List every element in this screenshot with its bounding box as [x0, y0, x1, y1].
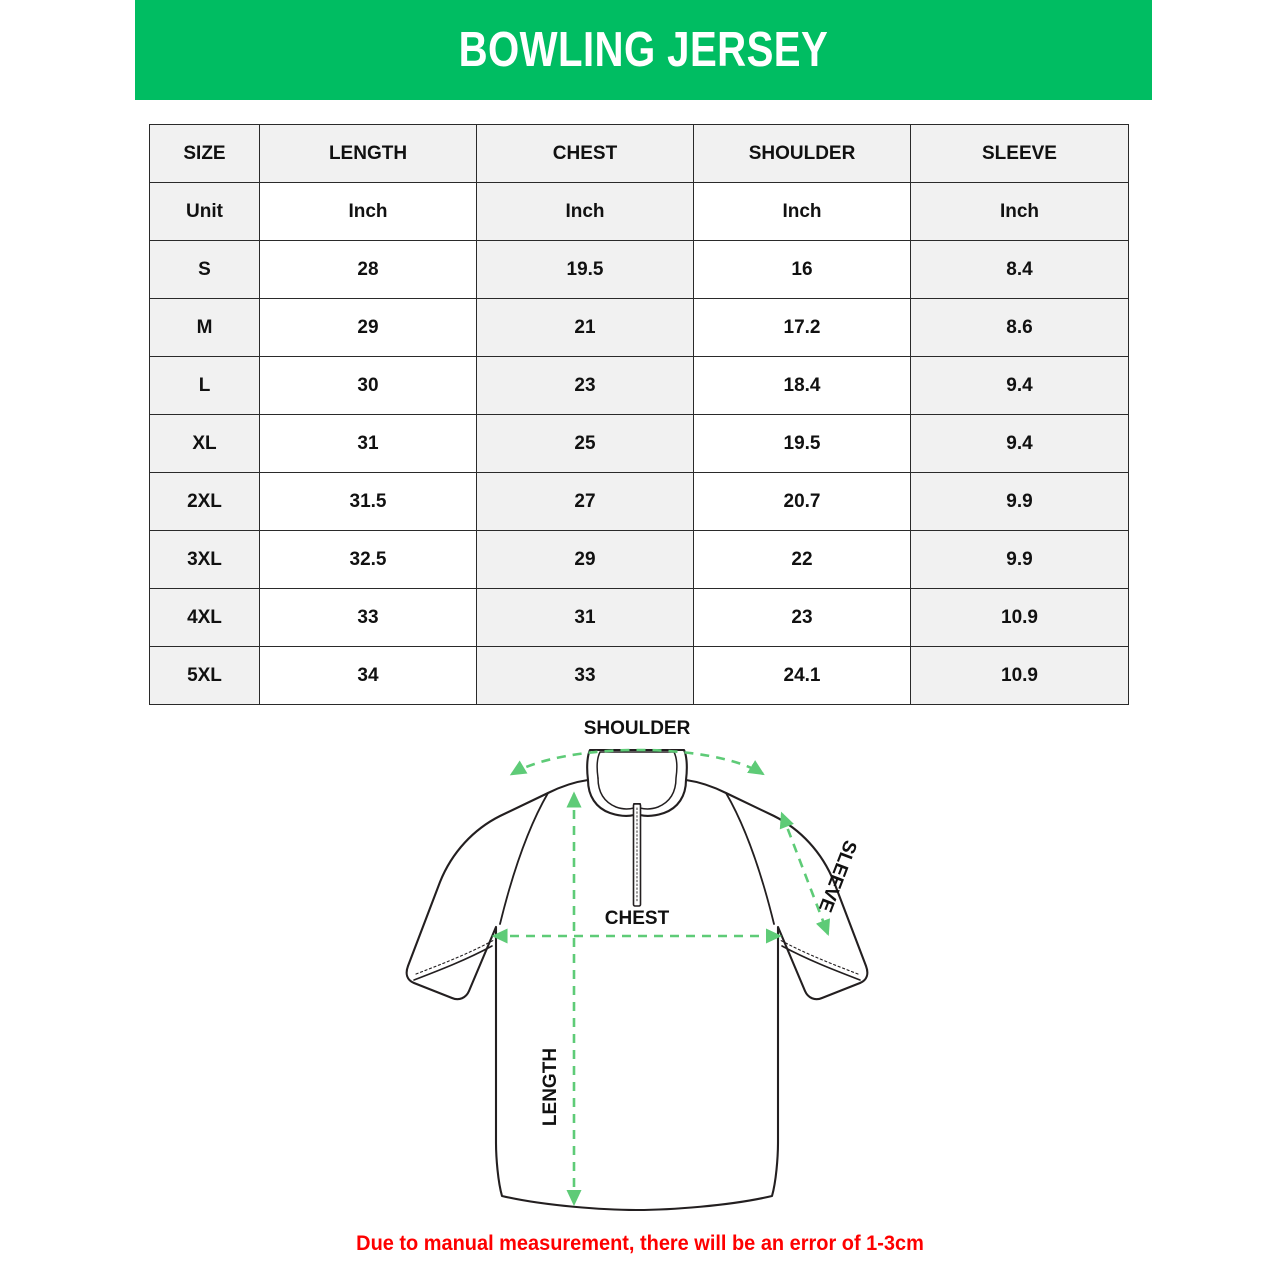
cell-sleeve: 9.4 — [910, 356, 1129, 415]
cell-sleeve: 9.9 — [910, 530, 1129, 589]
cell-size: 3XL — [149, 530, 260, 589]
size-chart-table-container: SIZE LENGTH CHEST SHOULDER SLEEVE Unit I… — [149, 124, 1129, 705]
shoulder-measure-arrow — [509, 748, 765, 776]
cell-size: 5XL — [149, 646, 260, 705]
header-banner: BOWLING JERSEY — [135, 0, 1152, 100]
cell-shoulder: 18.4 — [693, 356, 911, 415]
cell-chest: 23 — [476, 356, 694, 415]
cell-length: 28 — [259, 240, 477, 299]
cell-size: 2XL — [149, 472, 260, 531]
length-label: LENGTH — [540, 1048, 561, 1126]
column-header-length: LENGTH — [259, 124, 477, 183]
cell-length: 33 — [259, 588, 477, 647]
cell-shoulder: 19.5 — [693, 414, 911, 473]
shoulder-label: SHOULDER — [584, 718, 691, 739]
table-row: 4XL 33 31 23 10.9 — [149, 588, 1129, 647]
unit-sleeve: Inch — [910, 182, 1129, 241]
page-title: BOWLING JERSEY — [458, 22, 829, 77]
cell-length: 32.5 — [259, 530, 477, 589]
column-header-sleeve: SLEEVE — [910, 124, 1129, 183]
cell-length: 30 — [259, 356, 477, 415]
table-row: 5XL 34 33 24.1 10.9 — [149, 646, 1129, 705]
cell-sleeve: 9.4 — [910, 414, 1129, 473]
cell-sleeve: 10.9 — [910, 646, 1129, 705]
cell-shoulder: 17.2 — [693, 298, 911, 357]
unit-label: Unit — [149, 182, 260, 241]
cell-chest: 27 — [476, 472, 694, 531]
table-row-unit: Unit Inch Inch Inch Inch — [149, 182, 1129, 241]
cell-length: 29 — [259, 298, 477, 357]
table-header-row: SIZE LENGTH CHEST SHOULDER SLEEVE — [149, 124, 1129, 183]
column-header-size: SIZE — [149, 124, 260, 183]
cell-sleeve: 8.4 — [910, 240, 1129, 299]
cell-sleeve: 10.9 — [910, 588, 1129, 647]
table-row: S 28 19.5 16 8.4 — [149, 240, 1129, 299]
cell-chest: 19.5 — [476, 240, 694, 299]
sleeve-measure-arrow — [779, 811, 831, 936]
cell-shoulder: 24.1 — [693, 646, 911, 705]
cell-shoulder: 16 — [693, 240, 911, 299]
table-row: M 29 21 17.2 8.6 — [149, 298, 1129, 357]
column-header-chest: CHEST — [476, 124, 694, 183]
cell-chest: 29 — [476, 530, 694, 589]
unit-shoulder: Inch — [693, 182, 911, 241]
jersey-outline-icon — [405, 748, 869, 1212]
cell-sleeve: 8.6 — [910, 298, 1129, 357]
cell-size: S — [149, 240, 260, 299]
size-chart-table: SIZE LENGTH CHEST SHOULDER SLEEVE Unit I… — [149, 124, 1129, 705]
cell-chest: 31 — [476, 588, 694, 647]
measurement-diagram: SHOULDER CHEST LENGTH SLEEVE — [0, 712, 1280, 1222]
cell-shoulder: 20.7 — [693, 472, 911, 531]
cell-size: L — [149, 356, 260, 415]
table-row: 2XL 31.5 27 20.7 9.9 — [149, 472, 1129, 531]
cell-length: 34 — [259, 646, 477, 705]
cell-chest: 25 — [476, 414, 694, 473]
cell-size: M — [149, 298, 260, 357]
measurement-disclaimer: Due to manual measurement, there will be… — [356, 1232, 924, 1255]
column-header-shoulder: SHOULDER — [693, 124, 911, 183]
cell-size: XL — [149, 414, 260, 473]
table-row: 3XL 32.5 29 22 9.9 — [149, 530, 1129, 589]
cell-chest: 21 — [476, 298, 694, 357]
table-row: L 30 23 18.4 9.4 — [149, 356, 1129, 415]
chest-label: CHEST — [605, 908, 670, 929]
cell-shoulder: 22 — [693, 530, 911, 589]
cell-chest: 33 — [476, 646, 694, 705]
cell-sleeve: 9.9 — [910, 472, 1129, 531]
cell-size: 4XL — [149, 588, 260, 647]
table-row: XL 31 25 19.5 9.4 — [149, 414, 1129, 473]
cell-length: 31.5 — [259, 472, 477, 531]
unit-chest: Inch — [476, 182, 694, 241]
cell-length: 31 — [259, 414, 477, 473]
unit-length: Inch — [259, 182, 477, 241]
cell-shoulder: 23 — [693, 588, 911, 647]
